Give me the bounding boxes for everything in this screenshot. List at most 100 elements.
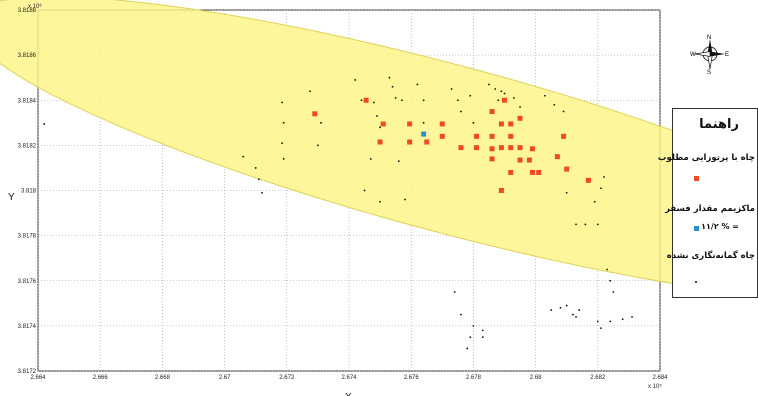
compass-w: W (690, 52, 696, 58)
legend-item-good-wells: چاه با پرتوزایی مطلوب (657, 153, 755, 163)
data-point-dot (422, 121, 425, 124)
points (43, 76, 633, 350)
data-point-dot (572, 313, 574, 316)
data-point-square (564, 166, 570, 172)
data-point-square (363, 97, 369, 103)
data-point-square (517, 115, 523, 121)
data-point-dot (559, 306, 562, 309)
data-point-square (474, 145, 480, 151)
y-tick-label: 3.8178 (18, 234, 37, 240)
data-point-dot (575, 315, 577, 318)
x-tick-label: 2.674 (341, 375, 357, 381)
legend: راهنما چاه با پرتوزایی مطلوب ماکزیمم مقد… (658, 108, 758, 298)
legend-item-max-phosphorus-value: ۱۱/۲ % = (701, 222, 739, 231)
data-point-dot (453, 291, 456, 293)
data-point-square (508, 121, 514, 127)
y-tick-label: 3.8176 (18, 279, 37, 285)
ticks: 2.664 2.666 2.668 2.67 2.672 2.674 2.676 2.678 2… (18, 8, 669, 381)
data-point-dot (281, 101, 284, 104)
legend-title: راهنما (699, 117, 739, 132)
x-tick-label: 2.668 (155, 375, 171, 381)
data-point-dot (422, 99, 425, 102)
data-point-dot (593, 200, 596, 203)
data-point-square (585, 177, 591, 183)
data-point-square (561, 133, 567, 139)
data-point-dot (372, 101, 375, 104)
data-point-dot (320, 121, 322, 124)
y-tick-label: 3.8182 (18, 143, 37, 149)
data-point-dot (562, 110, 565, 113)
data-point-dot (609, 279, 612, 282)
data-point-square (489, 133, 495, 139)
data-point-dot (621, 318, 624, 321)
data-point-square (421, 131, 427, 137)
data-point-dot (360, 99, 363, 102)
legend-dot-black (695, 281, 697, 283)
x-tick-label: 2.676 (404, 375, 420, 381)
data-point-dot (261, 191, 263, 194)
data-point-dot (503, 92, 506, 95)
data-point-dot (388, 76, 391, 79)
data-point-dot (254, 167, 257, 169)
x-tick-label: 2.682 (590, 375, 606, 381)
y-tick-label: 3.8186 (18, 53, 37, 59)
data-point-square (424, 139, 430, 145)
data-point-dot (404, 198, 406, 201)
y-tick-label: 3.818 (21, 189, 37, 195)
data-point-square (439, 121, 445, 127)
data-point-square (407, 139, 413, 145)
compass-e: E (725, 52, 729, 58)
data-point-square (377, 139, 383, 145)
data-point-dot (631, 315, 633, 318)
data-point-dot (596, 223, 599, 226)
legend-square-red (694, 176, 699, 181)
data-point-square (526, 157, 532, 163)
data-point-dot (400, 99, 403, 102)
data-point-square (380, 121, 386, 127)
compass-s: S (707, 70, 711, 74)
data-point-dot (553, 103, 556, 106)
y-axis-label: Y (8, 192, 15, 203)
data-point-dot (472, 324, 475, 327)
data-point-dot (242, 155, 245, 158)
x-tick-label: 2.678 (466, 375, 482, 381)
data-point-dot (456, 99, 459, 102)
data-point-square (536, 169, 542, 175)
data-point-dot (494, 88, 497, 90)
compass-n: N (707, 35, 711, 41)
x-tick-label: 2.68 (530, 375, 542, 381)
data-point-dot (282, 158, 285, 160)
data-point-square (439, 133, 445, 139)
data-point-square (529, 146, 535, 152)
data-point-dot (354, 79, 357, 81)
x-axis-label: X (345, 392, 352, 396)
data-point-dot (584, 223, 587, 226)
data-point-dot (394, 97, 397, 99)
data-point-square (489, 146, 495, 152)
data-point-dot (363, 189, 366, 192)
data-point-dot (497, 99, 500, 102)
data-point-dot (565, 304, 568, 307)
x-exponent-label: x 10⁵ (648, 383, 662, 390)
data-point-dot (550, 309, 553, 311)
data-point-dot (600, 327, 602, 330)
data-point-square (474, 133, 480, 139)
data-point-dot (460, 313, 462, 316)
x-tick-label: 2.67 (219, 375, 231, 381)
y-exponent-label: x 10⁶ (28, 3, 42, 10)
data-point-dot (575, 223, 577, 226)
data-point-dot (578, 309, 581, 311)
data-point-square (498, 188, 504, 193)
data-point-dot (257, 178, 260, 181)
data-point-square (498, 121, 504, 127)
y-tick-label: 3.8188 (18, 8, 37, 14)
compass-svg: N E S W (690, 35, 729, 76)
data-point-dot (460, 110, 462, 113)
data-point-square (498, 145, 504, 151)
data-point-dot (472, 121, 475, 124)
data-point-dot (500, 90, 503, 93)
data-point-square (529, 169, 535, 175)
legend-item-untested-wells: چاه گمانه‌نگاری نشده (666, 251, 755, 261)
data-point-dot (609, 320, 612, 323)
data-point-dot (469, 336, 472, 339)
